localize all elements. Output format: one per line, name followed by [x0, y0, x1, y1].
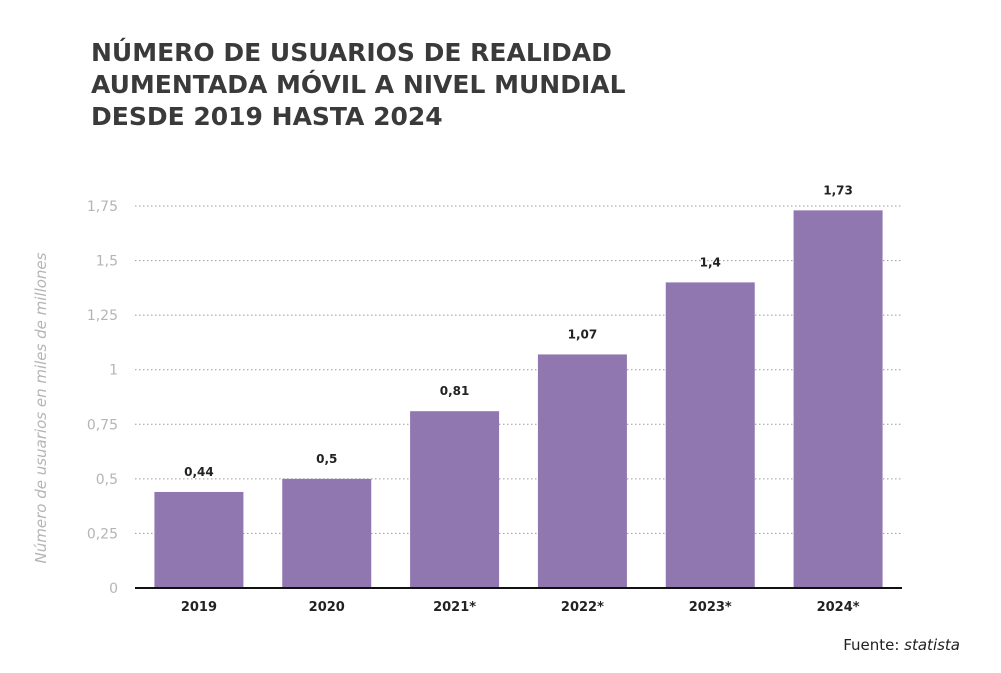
bar: [282, 478, 372, 588]
bar: [665, 282, 755, 588]
source-brand: statista: [904, 636, 960, 654]
y-axis-label: Número de usuarios en miles de millones: [32, 252, 50, 563]
chart-title-line-2: AUMENTADA MÓVIL A NIVEL MUNDIAL: [91, 70, 626, 99]
chart-title: NÚMERO DE USUARIOS DE REALIDAD AUMENTADA…: [91, 37, 731, 133]
data-label: 1,73: [823, 183, 853, 197]
data-label: 0,81: [440, 384, 470, 398]
data-label: 1,07: [568, 327, 598, 341]
y-tick-label: 1: [109, 363, 118, 379]
x-tick-label: 2022*: [561, 600, 604, 615]
bar: [154, 491, 244, 588]
x-tick-labels: 2019 2020 2021* 2022* 2023* 2024*: [181, 600, 860, 615]
bars: [154, 210, 883, 588]
y-tick-label: 1,25: [87, 308, 118, 324]
data-label: 0,5: [316, 452, 337, 466]
bar: [793, 210, 883, 588]
data-label: 1,4: [700, 255, 721, 269]
y-tick-label: 1,5: [96, 254, 118, 270]
x-tick-label: 2021*: [433, 600, 476, 615]
y-tick-label: 0: [109, 581, 118, 597]
source-prefix: Fuente:: [843, 636, 905, 654]
chart-title-line-1: NÚMERO DE USUARIOS DE REALIDAD: [91, 38, 612, 67]
data-label: 0,44: [184, 465, 214, 479]
grid-lines: [135, 205, 902, 534]
bar: [410, 411, 500, 588]
x-tick-label: 2019: [181, 600, 217, 615]
y-tick-label: 0,75: [87, 417, 118, 433]
chart-title-line-3: DESDE 2019 HASTA 2024: [91, 102, 443, 131]
x-tick-label: 2020: [309, 600, 345, 615]
bar: [537, 354, 627, 588]
y-tick-label: 1,75: [87, 199, 118, 215]
x-tick-label: 2023*: [689, 600, 732, 615]
data-labels: 0,44 0,5 0,81 1,07 1,4 1,73: [184, 183, 853, 479]
y-tick-label: 0,5: [96, 472, 118, 488]
y-tick-label: 0,25: [87, 526, 118, 542]
x-tick-label: 2024*: [817, 600, 860, 615]
y-tick-labels: 0 0,25 0,5 0,75 1 1,25 1,5 1,75: [87, 199, 118, 597]
source-note: Fuente: statista: [843, 636, 960, 654]
